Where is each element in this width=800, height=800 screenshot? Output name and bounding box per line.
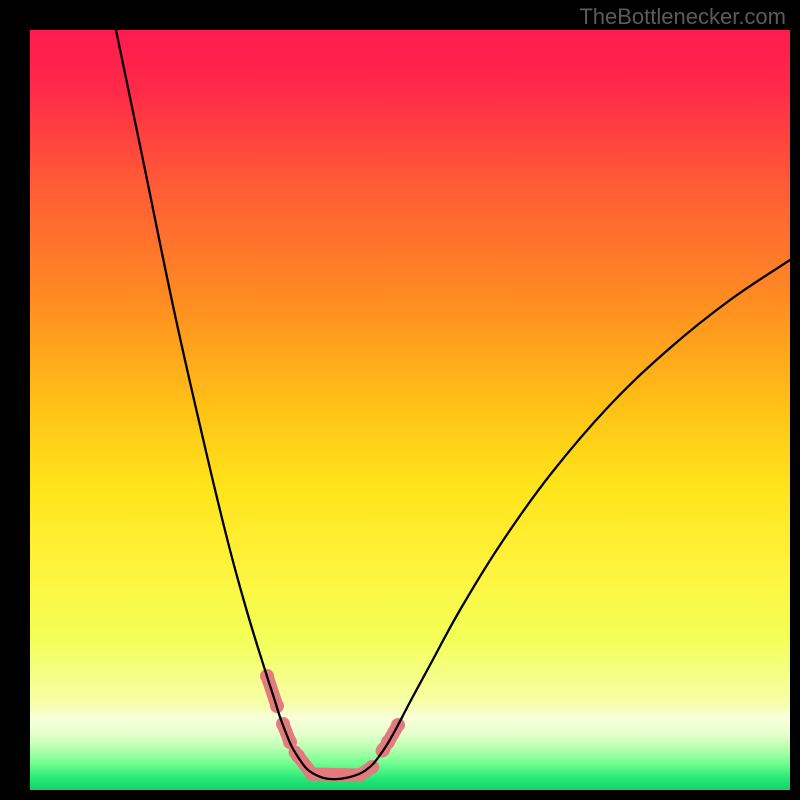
gradient-background [30,30,790,790]
chart-svg [30,30,790,790]
watermark-text: TheBottlenecker.com [579,4,786,30]
plot-area [30,30,790,790]
